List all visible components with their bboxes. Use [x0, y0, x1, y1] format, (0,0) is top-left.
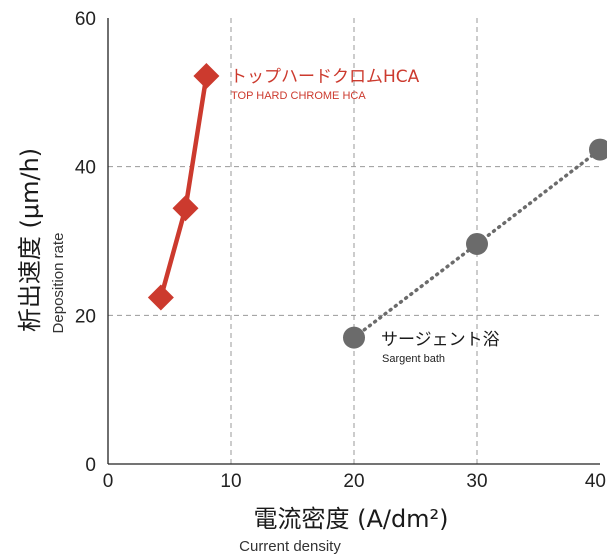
x-tick-label: 10	[220, 471, 241, 492]
series-lines	[158, 75, 602, 340]
data-point-hca	[172, 195, 199, 222]
y-tick-label: 20	[75, 306, 96, 327]
series-line-hca	[158, 75, 209, 299]
x-tick-label: 0	[103, 471, 114, 492]
x-tick-labels: 0 10 20 30 40	[103, 471, 606, 492]
x-tick-label: 40	[585, 471, 606, 492]
series-label-sargent: サージェント浴	[381, 330, 500, 350]
data-point-hca	[193, 62, 220, 89]
x-axis-title: 電流密度 (A/dm²)	[253, 505, 448, 533]
y-axis-title: 析出速度 (μm/h)	[16, 148, 44, 332]
y-tick-label: 0	[85, 455, 96, 476]
x-tick-label: 20	[343, 471, 364, 492]
series-markers	[147, 62, 607, 349]
y-tick-label: 40	[75, 158, 96, 179]
y-tick-label: 60	[75, 9, 96, 30]
axes	[107, 18, 600, 465]
series-sublabel-sargent: Sargent bath	[382, 353, 445, 365]
x-axis-subtitle: Current density	[239, 538, 341, 555]
y-axis-subtitle: Deposition rate	[50, 233, 67, 334]
data-point-sargent	[466, 232, 488, 255]
y-tick-labels: 0 20 40 60	[75, 9, 96, 476]
x-tick-label: 30	[466, 471, 487, 492]
data-point-sargent	[343, 326, 365, 349]
series-label-hca: トップハードクロムHCA	[230, 67, 420, 87]
series-sublabel-hca: TOP HARD CHROME HCA	[231, 90, 366, 102]
data-point-sargent	[589, 138, 607, 161]
data-point-hca	[147, 284, 174, 311]
